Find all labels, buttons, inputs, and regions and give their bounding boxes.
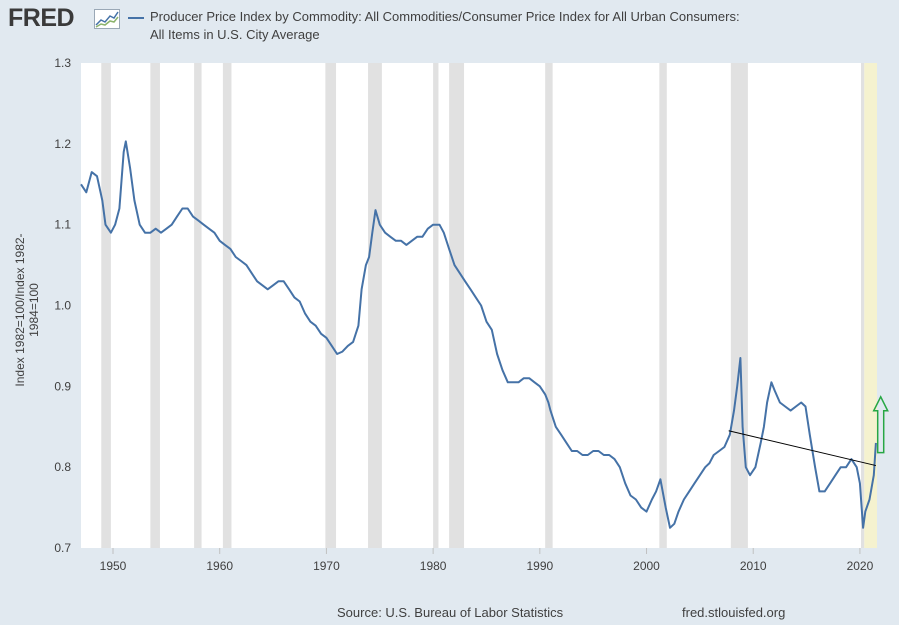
source-url[interactable]: fred.stlouisfed.org — [682, 605, 786, 620]
recession-band — [730, 63, 748, 548]
fred-logo[interactable]: FRED — [8, 4, 75, 32]
trendline-annotation — [728, 430, 877, 467]
recession-band — [150, 63, 160, 548]
y-tick-label: 0.8 — [54, 460, 71, 474]
chart-header: FRED Producer Price Index by Commodity: … — [0, 0, 899, 60]
x-tick-label: 2020 — [847, 559, 874, 573]
recession-band — [101, 63, 111, 548]
recession-band — [659, 63, 667, 548]
y-tick-label: 1.3 — [54, 56, 71, 70]
recession-band — [545, 63, 553, 548]
recession-band — [449, 63, 465, 548]
y-tick-label: 1.2 — [54, 137, 71, 151]
fred-logo-graph-icon — [94, 9, 120, 29]
highlight-band — [864, 63, 877, 548]
recession-band — [433, 63, 439, 548]
recession-band — [368, 63, 382, 548]
x-tick-label: 2010 — [740, 559, 767, 573]
series-line — [80, 140, 877, 529]
y-tick-label: 0.7 — [54, 541, 71, 555]
x-tick-label: 1980 — [420, 559, 447, 573]
legend-series-label[interactable]: Producer Price Index by Commodity: All C… — [150, 8, 770, 44]
recession-band — [222, 63, 232, 548]
x-tick-label: 1950 — [100, 559, 127, 573]
recession-band — [325, 63, 337, 548]
y-tick-label: 1.0 — [54, 299, 71, 313]
up-arrow-annotation — [872, 395, 889, 454]
recession-band — [194, 63, 202, 548]
y-tick-label: 1.1 — [54, 218, 71, 232]
x-tick-label: 1990 — [526, 559, 553, 573]
legend-label-line-2: All Items in U.S. City Average — [150, 27, 320, 42]
legend-series-swatch — [128, 17, 144, 19]
x-tick-label: 2000 — [633, 559, 660, 573]
y-tick-label: 0.9 — [54, 379, 71, 393]
source-note: Source: U.S. Bureau of Labor Statistics — [337, 605, 564, 620]
x-tick-label: 1970 — [313, 559, 340, 573]
legend-label-line-1: Producer Price Index by Commodity: All C… — [150, 9, 740, 24]
x-tick-label: 1960 — [206, 559, 233, 573]
recession-band — [860, 63, 865, 548]
